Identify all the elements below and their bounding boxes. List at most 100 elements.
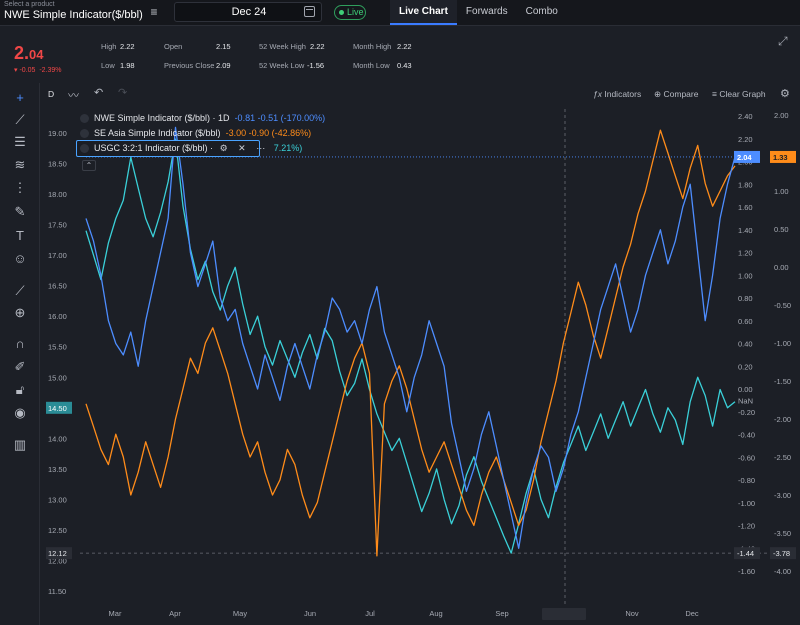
interval-selector[interactable]: D [48, 89, 55, 99]
live-badge[interactable]: Live [334, 5, 366, 20]
legend-nwe-name: NWE Simple Indicator ($/bbl) · 1D [94, 113, 230, 123]
tab-combo[interactable]: Combo [525, 6, 558, 17]
crosshair-icon[interactable]: + [16, 90, 24, 105]
expand-icon[interactable]: ⤢ [778, 34, 788, 48]
ruler-icon[interactable]: ⟋ [15, 283, 25, 298]
magnet-icon[interactable]: ∩ [15, 336, 25, 351]
gear-icon[interactable]: ⚙ [780, 88, 790, 100]
channel-icon[interactable]: ≋ [14, 157, 26, 172]
mid-axis-tick: -0.20 [738, 408, 755, 417]
legend-nwe[interactable]: NWE Simple Indicator ($/bbl) · 1D -0.81 … [80, 112, 325, 125]
tab-forwards[interactable]: Forwards [465, 6, 508, 17]
quote-header: 2.04 ▾ -0.05 -2.39% High 2.22 Low 1.98 O… [0, 27, 800, 83]
stat-label-low: Low [101, 61, 115, 70]
stat-label-open: Open [164, 42, 183, 51]
chart-area[interactable]: MarAprMayJunJulAugSep01 Oct '24NovDec19.… [40, 83, 800, 625]
undo-icon[interactable]: ↶ [94, 87, 104, 99]
function-icon: ƒx [593, 89, 602, 99]
stat-label-month-high: Month High [353, 42, 392, 51]
tab-live-chart[interactable]: Live Chart [390, 0, 457, 25]
mid-axis-tick: -0.80 [738, 476, 755, 485]
left-axis-tick: 13.50 [48, 465, 67, 474]
x-tick-label: Sep [495, 609, 508, 618]
compare-button[interactable]: ⊕ Compare [654, 89, 698, 100]
product-selector[interactable]: Select a product NWE Simple Indicator($/… [4, 1, 164, 23]
right-cursor-box [770, 547, 796, 560]
eye-icon[interactable]: ◉ [14, 405, 26, 420]
x-tick-label: Mar [109, 609, 122, 618]
legend-toggle-icon[interactable] [80, 129, 89, 139]
right-axis-tick: -3.50 [774, 529, 791, 538]
fib-icon[interactable]: ☰ [14, 134, 26, 149]
lock-draw-icon[interactable]: ✐ [14, 359, 26, 374]
mid-axis-tick: 2.40 [738, 112, 753, 121]
plus-circle-icon: ⊕ [654, 89, 662, 99]
collapse-legend-icon[interactable]: ⌃ [82, 160, 96, 171]
calendar-icon[interactable] [304, 6, 315, 17]
mid-axis-tick: 1.20 [738, 249, 753, 258]
drawing-toolbar: + ⟋ ☰ ≋ ⋮ ✎ T ☺ ⟋ ⊕ ∩ ✐ 🔓︎ ◉ ▥ [0, 83, 40, 625]
left-axis-tick: 15.00 [48, 373, 67, 382]
down-arrow-icon: ▾ [14, 67, 18, 74]
stat-label-high: High [101, 42, 117, 51]
legend-sea[interactable]: SE Asia Simple Indicator ($/bbl) -3.00 -… [80, 127, 311, 140]
left-axis-tick: 15.50 [48, 343, 67, 352]
emoji-icon[interactable]: ☺ [13, 251, 27, 266]
series-line-sea [85, 129, 736, 557]
right-axis-tick: 0.50 [774, 225, 789, 234]
left-axis-tick: 11.50 [48, 587, 66, 596]
change-value: -0.05 [19, 67, 36, 74]
mid-current-box [734, 150, 760, 163]
stat-value-prev-close: 2.09 [216, 61, 231, 70]
price-chart[interactable]: MarAprMayJunJulAugSep01 Oct '24NovDec19.… [40, 83, 800, 625]
trendline-icon[interactable]: ⟋ [15, 112, 25, 127]
trash-icon[interactable]: ▥ [13, 437, 27, 452]
date-picker[interactable]: Dec 24 [174, 2, 322, 22]
mid-axis-tick: -1.60 [738, 567, 755, 576]
more-icon[interactable]: ⋯ [256, 143, 266, 153]
left-axis-tick: 19.00 [48, 129, 67, 138]
legend-usgc-selected[interactable] [76, 140, 260, 157]
left-axis-tick: 18.50 [48, 160, 67, 169]
text-icon[interactable]: T [16, 228, 24, 243]
chart-type-icon[interactable]: 〰 [68, 90, 79, 102]
pattern-icon[interactable]: ⋮ [13, 180, 27, 195]
legend-sea-name: SE Asia Simple Indicator ($/bbl) [94, 128, 221, 138]
stat-label-prev-close: Previous Close [164, 61, 215, 70]
settings-icon[interactable]: ⚙ [219, 143, 228, 153]
hamburger-icon[interactable]: ≡ [150, 5, 158, 19]
mid-axis-tick: 0.20 [738, 362, 753, 371]
stat-value-open: 2.15 [216, 42, 231, 51]
left-axis-highlight-label: 14.50 [48, 404, 67, 413]
stat-label-52w-high: 52 Week High [259, 42, 306, 51]
indicators-button[interactable]: ƒx Indicators [593, 89, 641, 99]
right-axis-tick: -4.00 [774, 567, 791, 576]
x-tick-label: Jun [304, 609, 316, 618]
right-axis-tick: -1.00 [774, 339, 791, 348]
legend-toggle-icon[interactable] [80, 114, 89, 124]
clear-icon: ≡ [712, 89, 717, 99]
lock-icon[interactable]: 🔓︎ [15, 382, 25, 397]
stat-label-month-low: Month Low [353, 61, 390, 70]
redo-icon[interactable]: ↷ [118, 87, 128, 99]
left-axis-tick: 13.00 [48, 495, 67, 504]
legend-usgc[interactable]: USGC 3:2:1 Indicator ($/bbl) · ⚙ ✕ ⋯ 7.2… [80, 142, 302, 155]
clear-label: Clear Graph [719, 89, 766, 99]
legend-toggle-icon[interactable] [80, 144, 89, 154]
zoom-icon[interactable]: ⊕ [14, 305, 26, 320]
series-line-usgc [85, 138, 736, 554]
mid-axis-tick: 1.80 [738, 180, 753, 189]
clear-graph-button[interactable]: ≡ Clear Graph [712, 89, 766, 99]
brush-icon[interactable]: ✎ [14, 204, 26, 219]
stat-value-high: 2.22 [120, 42, 135, 51]
stat-label-52w-low: 52 Week Low [259, 61, 305, 70]
left-axis-tick: 12.50 [48, 526, 67, 535]
right-current-label: 1.33 [773, 153, 788, 162]
mid-axis-tick: NaN [738, 396, 753, 405]
last-price: 2.04 [14, 43, 43, 64]
stat-value-month-high: 2.22 [397, 42, 412, 51]
legend-usgc-name: USGC 3:2:1 Indicator ($/bbl) · [94, 143, 214, 153]
mid-axis-tick: 2.20 [738, 135, 753, 144]
mid-axis-tick: -1.00 [738, 499, 755, 508]
close-icon[interactable]: ✕ [238, 143, 246, 153]
